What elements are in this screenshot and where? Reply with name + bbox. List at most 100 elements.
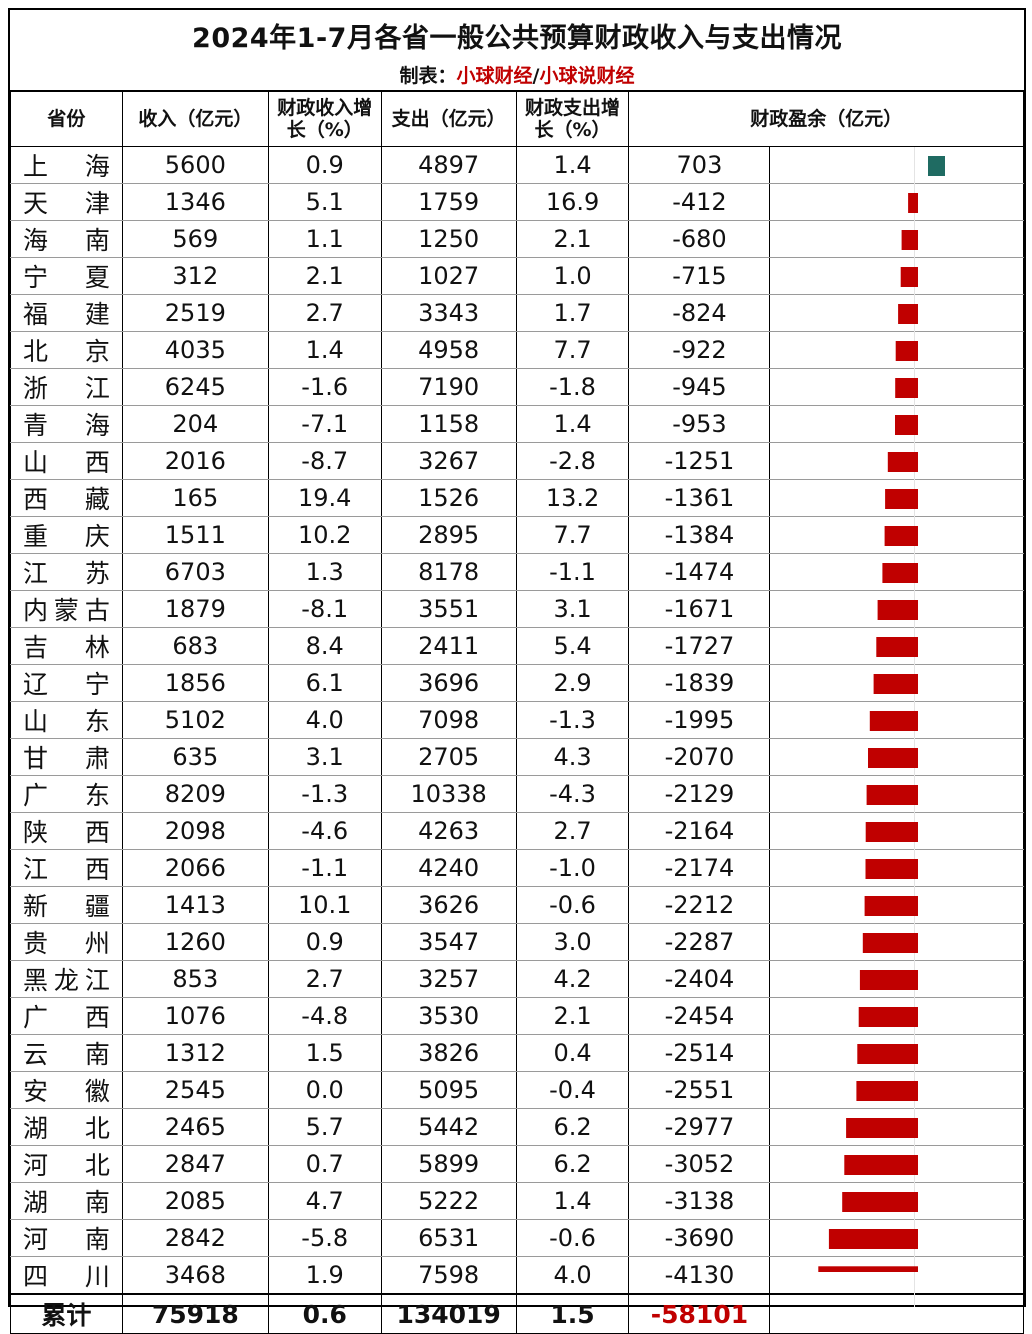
- cell-expenditure: 7598: [380, 1256, 517, 1295]
- total-expenditure-growth: 1.5: [515, 1293, 630, 1334]
- cell-surplus: -2404: [628, 960, 771, 998]
- cell-surplus: -1727: [628, 627, 771, 665]
- cell-surplus: 703: [628, 146, 771, 184]
- bar-内蒙古: [877, 600, 918, 620]
- bar-河南: [828, 1229, 918, 1249]
- cell-expenditure-growth: 0.4: [515, 1034, 630, 1072]
- cell-chart: [769, 257, 1024, 295]
- bar-安徽: [856, 1081, 918, 1101]
- header-revenue: 收入（亿元）: [121, 91, 269, 147]
- cell-expenditure: 3551: [380, 590, 517, 628]
- cell-revenue-growth: 10.2: [267, 516, 382, 554]
- header-expenditure: 支出（亿元）: [380, 91, 517, 147]
- cell-expenditure: 6531: [380, 1219, 517, 1257]
- bar-天津: [908, 193, 918, 213]
- cell-expenditure: 7098: [380, 701, 517, 739]
- cell-surplus: -1839: [628, 664, 771, 702]
- cell-province: 广东: [10, 775, 123, 813]
- cell-expenditure: 8178: [380, 553, 517, 591]
- bar-西藏: [885, 489, 918, 509]
- cell-surplus: -2070: [628, 738, 771, 776]
- cell-surplus: -715: [628, 257, 771, 295]
- bar-黑龙江: [859, 970, 918, 990]
- cell-revenue-growth: 5.1: [267, 183, 382, 221]
- cell-revenue-growth: -8.1: [267, 590, 382, 628]
- bar-山东: [869, 711, 918, 731]
- bar-辽宁: [873, 674, 918, 694]
- cell-province: 天津: [10, 183, 123, 221]
- header-province: 省份: [10, 91, 123, 147]
- bar-广东: [866, 785, 918, 805]
- cell-expenditure: 4958: [380, 331, 517, 369]
- cell-province: 辽宁: [10, 664, 123, 702]
- cell-province: 山东: [10, 701, 123, 739]
- cell-expenditure: 1027: [380, 257, 517, 295]
- cell-province: 海南: [10, 220, 123, 258]
- cell-expenditure: 4240: [380, 849, 517, 887]
- total-row: 累计 75918 0.6 134019 1.5 -58101: [10, 1293, 1024, 1334]
- cell-chart: [769, 146, 1024, 184]
- cell-revenue: 2545: [121, 1071, 269, 1109]
- cell-surplus: -2977: [628, 1108, 771, 1146]
- cell-expenditure: 3257: [380, 960, 517, 998]
- cell-province: 四川: [10, 1256, 123, 1295]
- table-row: 上海 5600 0.9 4897 1.4 703: [10, 146, 1024, 184]
- cell-province: 河北: [10, 1145, 123, 1183]
- cell-expenditure: 3826: [380, 1034, 517, 1072]
- cell-revenue-growth: -4.6: [267, 812, 382, 850]
- cell-surplus: -945: [628, 368, 771, 406]
- table-row: 江西 2066 -1.1 4240 -1.0 -2174: [10, 849, 1024, 887]
- cell-surplus: -824: [628, 294, 771, 332]
- cell-expenditure-growth: 16.9: [515, 183, 630, 221]
- cell-expenditure: 1250: [380, 220, 517, 258]
- table-row: 北京 4035 1.4 4958 7.7 -922: [10, 331, 1024, 369]
- cell-province: 黑龙江: [10, 960, 123, 998]
- cell-surplus: -922: [628, 331, 771, 369]
- cell-revenue: 5600: [121, 146, 269, 184]
- cell-province: 上海: [10, 146, 123, 184]
- cell-revenue-growth: 2.1: [267, 257, 382, 295]
- cell-surplus: -2212: [628, 886, 771, 924]
- table-row: 吉林 683 8.4 2411 5.4 -1727: [10, 627, 1024, 665]
- cell-province: 贵州: [10, 923, 123, 961]
- cell-revenue-growth: -5.8: [267, 1219, 382, 1257]
- cell-expenditure-growth: 13.2: [515, 479, 630, 517]
- credit-label: 制表：: [399, 65, 457, 87]
- cell-revenue: 1413: [121, 886, 269, 924]
- cell-revenue-growth: 6.1: [267, 664, 382, 702]
- bar-四川: [818, 1266, 918, 1272]
- cell-revenue-growth: 1.9: [267, 1256, 382, 1295]
- table-row: 山西 2016 -8.7 3267 -2.8 -1251: [10, 442, 1024, 480]
- cell-province: 陕西: [10, 812, 123, 850]
- cell-province: 浙江: [10, 368, 123, 406]
- cell-expenditure-growth: 6.2: [515, 1108, 630, 1146]
- cell-province: 宁夏: [10, 257, 123, 295]
- cell-revenue: 1879: [121, 590, 269, 628]
- bar-北京: [895, 341, 918, 361]
- cell-expenditure-growth: 1.0: [515, 257, 630, 295]
- cell-revenue-growth: 3.1: [267, 738, 382, 776]
- cell-expenditure: 7190: [380, 368, 517, 406]
- cell-expenditure-growth: -2.8: [515, 442, 630, 480]
- cell-surplus: -412: [628, 183, 771, 221]
- cell-revenue: 2066: [121, 849, 269, 887]
- cell-expenditure: 2705: [380, 738, 517, 776]
- bar-福建: [898, 304, 918, 324]
- cell-province: 安徽: [10, 1071, 123, 1109]
- cell-expenditure-growth: 1.7: [515, 294, 630, 332]
- cell-province: 青海: [10, 405, 123, 443]
- cell-expenditure-growth: 7.7: [515, 516, 630, 554]
- table-row: 山东 5102 4.0 7098 -1.3 -1995: [10, 701, 1024, 739]
- table-row: 河北 2847 0.7 5899 6.2 -3052: [10, 1145, 1024, 1183]
- table-row: 四川 3468 1.9 7598 4.0 -4130: [10, 1256, 1024, 1295]
- cell-province: 福建: [10, 294, 123, 332]
- cell-revenue: 2465: [121, 1108, 269, 1146]
- cell-revenue-growth: 4.7: [267, 1182, 382, 1220]
- cell-revenue: 1511: [121, 516, 269, 554]
- cell-expenditure: 5442: [380, 1108, 517, 1146]
- bar-甘肃: [868, 748, 918, 768]
- cell-expenditure-growth: 2.1: [515, 997, 630, 1035]
- cell-revenue-growth: 4.0: [267, 701, 382, 739]
- cell-expenditure-growth: 1.4: [515, 1182, 630, 1220]
- cell-expenditure: 3530: [380, 997, 517, 1035]
